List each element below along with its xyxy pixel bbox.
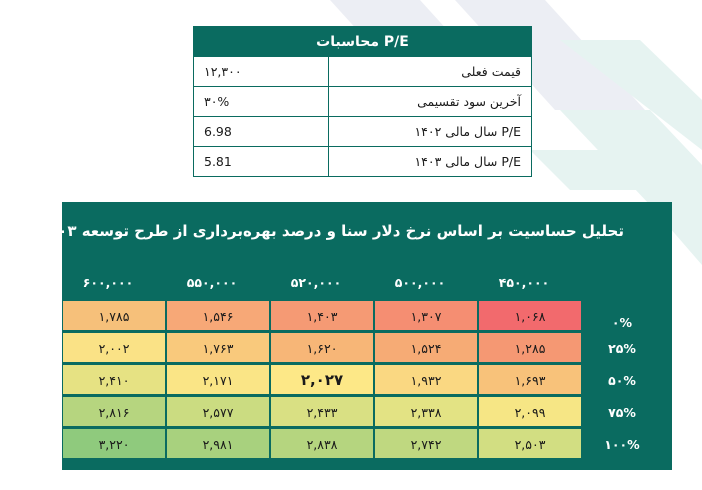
pe-row-label: آخرین سود تقسیمی — [328, 86, 532, 117]
pe-row: P/E سال مالی ۱۴۰۳ 5.81 — [192, 146, 532, 177]
pe-row-value: 6.98 — [192, 116, 330, 147]
col-header: ۵۵۰,۰۰۰ — [186, 275, 238, 290]
pe-row-value: 5.81 — [192, 146, 330, 177]
sensitivity-cell: ۱,۷۶۳ — [166, 332, 270, 363]
sensitivity-cell: ۲,۵۰۳ — [478, 428, 582, 459]
row-header: ۰% — [611, 315, 633, 330]
sensitivity-cell: ۳,۲۲۰ — [62, 428, 166, 459]
row-header: ۲۵% — [608, 341, 636, 356]
sensitivity-cell: ۲,۹۸۱ — [166, 428, 270, 459]
sensitivity-cell: ۱,۵۴۶ — [166, 300, 270, 331]
sensitivity-cell: ۱,۶۹۳ — [478, 364, 582, 395]
sensitivity-cell: ۱,۴۰۳ — [270, 300, 374, 331]
sensitivity-cell: ۱,۳۰۷ — [374, 300, 478, 331]
sensitivity-title: تحلیل حساسیت بر اساس نرخ دلار سنا و درصد… — [39, 222, 624, 240]
row-header: ۷۵% — [608, 405, 636, 420]
pe-row: آخرین سود تقسیمی ۳۰% — [192, 86, 532, 117]
pe-row-label: P/E سال مالی ۱۴۰۳ — [328, 146, 532, 177]
pe-row-value: ۱۲,۳۰۰ — [192, 56, 330, 87]
pe-row-label: P/E سال مالی ۱۴۰۲ — [328, 116, 532, 147]
pe-table: P/E محاسبات قیمت فعلی ۱۲,۳۰۰ آخرین سود ت… — [192, 26, 532, 177]
pe-table-title: P/E محاسبات — [193, 26, 532, 57]
sensitivity-cell: ۲,۸۱۶ — [62, 396, 166, 427]
pe-row-value: ۳۰% — [192, 86, 330, 117]
sensitivity-cell: ۱,۵۲۴ — [374, 332, 478, 363]
sensitivity-cell: ۱,۰۶۸ — [478, 300, 582, 331]
col-header: ۶۰۰,۰۰۰ — [82, 275, 134, 290]
sensitivity-cell: ۲,۷۴۲ — [374, 428, 478, 459]
col-header: ۴۵۰,۰۰۰ — [498, 275, 550, 290]
sensitivity-cell: ۲,۰۹۹ — [478, 396, 582, 427]
sensitivity-cell: ۲,۵۷۷ — [166, 396, 270, 427]
pe-row: قیمت فعلی ۱۲,۳۰۰ — [192, 56, 532, 87]
sensitivity-cell: ۲,۴۱۰ — [62, 364, 166, 395]
sensitivity-cell: ۲,۳۳۸ — [374, 396, 478, 427]
col-header: ۵۰۰,۰۰۰ — [394, 275, 446, 290]
sensitivity-cell: ۲,۸۳۸ — [270, 428, 374, 459]
col-header: ۵۲۰,۰۰۰ — [290, 275, 342, 290]
sensitivity-cell: ۱,۹۳۲ — [374, 364, 478, 395]
sensitivity-cell: ۱,۷۸۵ — [62, 300, 166, 331]
sensitivity-cell: ۱,۶۲۰ — [270, 332, 374, 363]
row-header: ۱۰۰% — [604, 437, 640, 452]
sensitivity-cell: ۱,۲۸۵ — [478, 332, 582, 363]
sensitivity-cell: ۲,۴۳۳ — [270, 396, 374, 427]
sensitivity-cell: ۲,۰۰۲ — [62, 332, 166, 363]
sensitivity-cell: ۲,۱۷۱ — [166, 364, 270, 395]
pe-row-label: قیمت فعلی — [328, 56, 532, 87]
row-header: ۵۰% — [608, 373, 636, 388]
sensitivity-cell: ۲,۰۲۷ — [270, 364, 374, 395]
pe-row: P/E سال مالی ۱۴۰۲ 6.98 — [192, 116, 532, 147]
